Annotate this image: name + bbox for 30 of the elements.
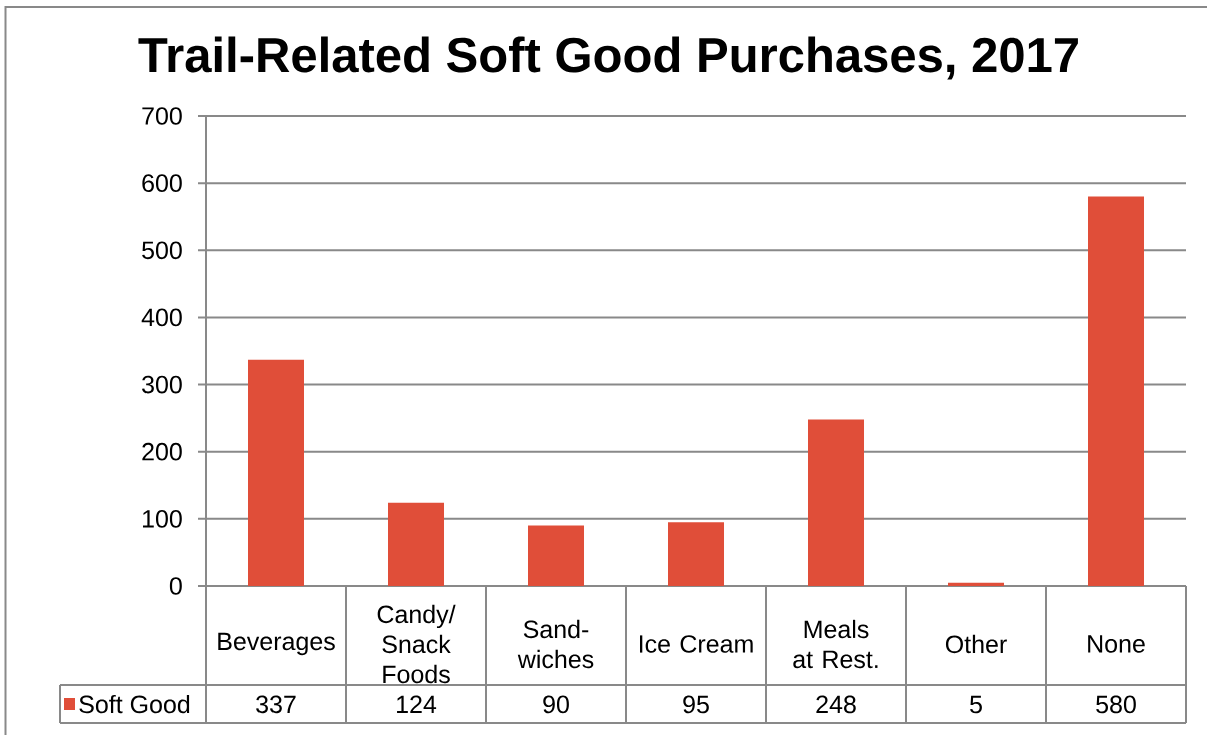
- bar: [528, 525, 585, 586]
- y-tick-label: 500: [142, 241, 182, 260]
- data-label: 124: [397, 695, 437, 713]
- y-tick-label: 600: [142, 174, 182, 192]
- y-tick-label: 700: [142, 107, 182, 125]
- y-tick-label: 100: [143, 510, 182, 528]
- y-tick-label: 300: [142, 375, 182, 394]
- x-tick-label: Candy/ Snack Foods: [377, 604, 456, 684]
- bar: [248, 359, 304, 586]
- data-label: 90: [543, 695, 569, 714]
- x-tick-label: Ice Cream: [639, 635, 753, 653]
- data-label: 95: [683, 695, 709, 714]
- x-tick-label: Meals at Rest.: [793, 619, 878, 669]
- chart-title: Trail-Related Soft Good Purchases, 2017: [138, 36, 1078, 80]
- x-tick-label: Beverages: [218, 632, 335, 656]
- x-tick-label: Sand-wiches: [517, 619, 594, 669]
- data-label: 580: [1096, 695, 1136, 714]
- y-tick-label: 400: [141, 308, 182, 327]
- legend-label: Soft Good: [79, 694, 190, 714]
- bar: [1088, 196, 1144, 586]
- bar: [808, 419, 865, 586]
- data-label: 248: [816, 695, 856, 714]
- y-tick-label: 200: [142, 442, 182, 461]
- x-tick-label: Other: [945, 634, 1007, 654]
- x-tick-label: None: [1088, 635, 1145, 653]
- y-tick-label: 0: [169, 577, 182, 595]
- bar: [388, 502, 445, 586]
- data-label: 5: [970, 695, 982, 714]
- data-label: 337: [256, 695, 296, 714]
- bar: [668, 522, 724, 586]
